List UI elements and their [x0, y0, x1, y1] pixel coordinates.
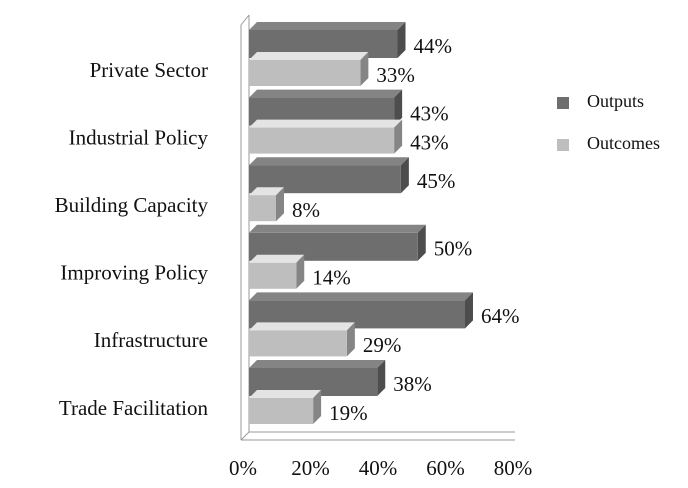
bar-side: [313, 390, 322, 424]
legend-label: Outcomes: [587, 133, 660, 153]
x-tick-label: 40%: [359, 456, 398, 480]
x-tick-label: 0%: [229, 456, 257, 480]
y-tick-label: Trade Facilitation: [59, 396, 209, 420]
bar-top: [249, 322, 355, 331]
bar-side: [360, 52, 369, 86]
bar-side: [417, 224, 426, 261]
bar: [249, 52, 369, 86]
bar-top: [249, 360, 386, 368]
bar-side: [394, 89, 403, 126]
bar: [249, 187, 284, 222]
bar-side: [377, 360, 386, 396]
value-label: 45%: [417, 169, 456, 193]
bar: [249, 390, 322, 424]
bar-front: [249, 60, 361, 86]
y-tick-label: Building Capacity: [55, 193, 209, 217]
value-label: 44%: [414, 34, 453, 58]
bar-front: [249, 330, 347, 357]
value-label: 8%: [292, 198, 320, 222]
value-label: 19%: [329, 401, 368, 425]
bar-top: [249, 89, 403, 98]
legend-swatch: [557, 139, 569, 151]
bar: [249, 254, 305, 289]
bar-top: [249, 187, 284, 196]
axis-wall: [240, 14, 250, 440]
value-label: 43%: [410, 101, 449, 125]
bar-top: [249, 292, 473, 301]
axis-floor: [240, 431, 515, 441]
bar-side: [397, 22, 406, 58]
y-tick-label: Infrastructure: [94, 328, 208, 352]
value-label: 29%: [363, 333, 402, 357]
value-label: 43%: [410, 130, 449, 154]
bar-side: [296, 254, 305, 289]
x-tick-label: 60%: [426, 456, 465, 480]
y-tick-label: Improving Policy: [60, 261, 208, 285]
x-tick-label: 20%: [291, 456, 330, 480]
bar-top: [249, 22, 406, 30]
bar-front: [249, 195, 276, 222]
bar-front: [249, 262, 297, 289]
value-label: 64%: [481, 304, 520, 328]
bar: [249, 119, 403, 154]
bar-top: [249, 224, 426, 233]
bar-side: [394, 119, 403, 154]
value-label: 14%: [312, 266, 351, 290]
legend-label: Outputs: [587, 91, 644, 111]
bar-side: [400, 157, 409, 194]
x-tick-label: 80%: [494, 456, 533, 480]
y-tick-label: Industrial Policy: [69, 125, 209, 149]
bar-side: [465, 292, 473, 329]
bar: [249, 157, 409, 194]
bar: [249, 224, 426, 261]
legend-swatch: [557, 97, 569, 109]
bar-front: [249, 127, 395, 154]
y-tick-label: Private Sector: [90, 58, 208, 82]
bar-top: [249, 254, 305, 263]
bar-side: [276, 187, 284, 222]
value-label: 38%: [393, 372, 432, 396]
bar-top: [249, 157, 409, 166]
bar-top: [249, 119, 403, 128]
value-label: 50%: [434, 237, 473, 261]
value-label: 33%: [376, 63, 415, 87]
bar-front: [249, 398, 314, 424]
bar-top: [249, 390, 322, 398]
bar-side: [346, 322, 355, 357]
bar-top: [249, 52, 369, 60]
bar: [249, 322, 355, 357]
